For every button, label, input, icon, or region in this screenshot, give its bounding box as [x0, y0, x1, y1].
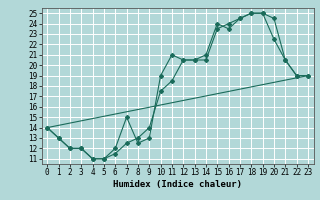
X-axis label: Humidex (Indice chaleur): Humidex (Indice chaleur)	[113, 180, 242, 189]
